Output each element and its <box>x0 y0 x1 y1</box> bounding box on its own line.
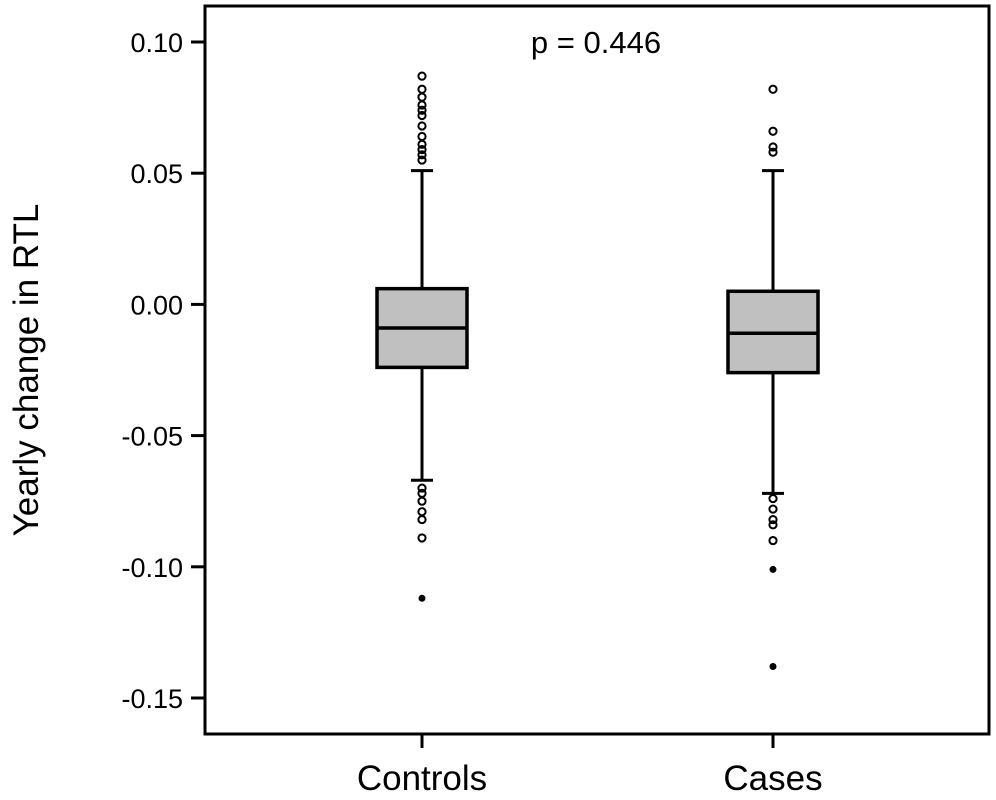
p-value-annotation: p = 0.446 <box>531 25 661 60</box>
outlier-point <box>417 139 427 149</box>
outlier-point <box>417 121 427 131</box>
outlier-point <box>417 71 427 81</box>
y-axis: 0.10 0.05 0.00 -0.05 -0.10 -0.15 <box>121 28 205 714</box>
outlier-point <box>768 142 778 152</box>
extreme-outlier-point <box>769 663 777 671</box>
y-tick-label: 0.05 <box>130 159 183 189</box>
x-axis: Controls Cases <box>357 734 823 798</box>
extreme-outlier-point <box>418 594 426 602</box>
outlier-point <box>417 533 427 543</box>
outlier-point <box>768 84 778 94</box>
outlier-point <box>417 496 427 506</box>
outlier-point <box>417 105 427 115</box>
outlier-point <box>417 507 427 517</box>
outlier-point <box>417 144 427 155</box>
outlier-point <box>768 520 778 530</box>
y-tick-label: -0.10 <box>121 553 183 583</box>
outlier-point <box>417 100 427 110</box>
outlier-point <box>768 504 778 514</box>
extreme-outlier-point <box>769 565 777 573</box>
x-tick-label: Cases <box>723 759 822 798</box>
outlier-point <box>417 92 427 102</box>
y-axis-title: Yearly change in RTL <box>7 204 46 537</box>
boxes <box>375 71 820 671</box>
x-tick-label: Controls <box>357 759 487 798</box>
outlier-point <box>417 514 427 525</box>
y-tick-label: 0.10 <box>130 28 183 58</box>
outlier-point <box>417 150 427 160</box>
outlier-point <box>417 131 427 142</box>
outlier-point <box>417 110 427 121</box>
outlier-point <box>417 155 427 165</box>
outlier-point <box>768 493 778 504</box>
outlier-point <box>417 84 427 94</box>
outlier-point <box>768 147 778 157</box>
box-group-cases <box>726 84 820 671</box>
outlier-point <box>768 535 778 546</box>
y-tick-label: -0.15 <box>121 684 183 714</box>
plot-frame <box>203 4 991 736</box>
outlier-point <box>768 514 778 525</box>
y-tick-label: -0.05 <box>121 422 183 452</box>
box-group-controls <box>375 71 469 602</box>
outlier-point <box>768 126 778 136</box>
y-tick-label: 0.00 <box>130 290 183 320</box>
outlier-point <box>417 483 427 493</box>
